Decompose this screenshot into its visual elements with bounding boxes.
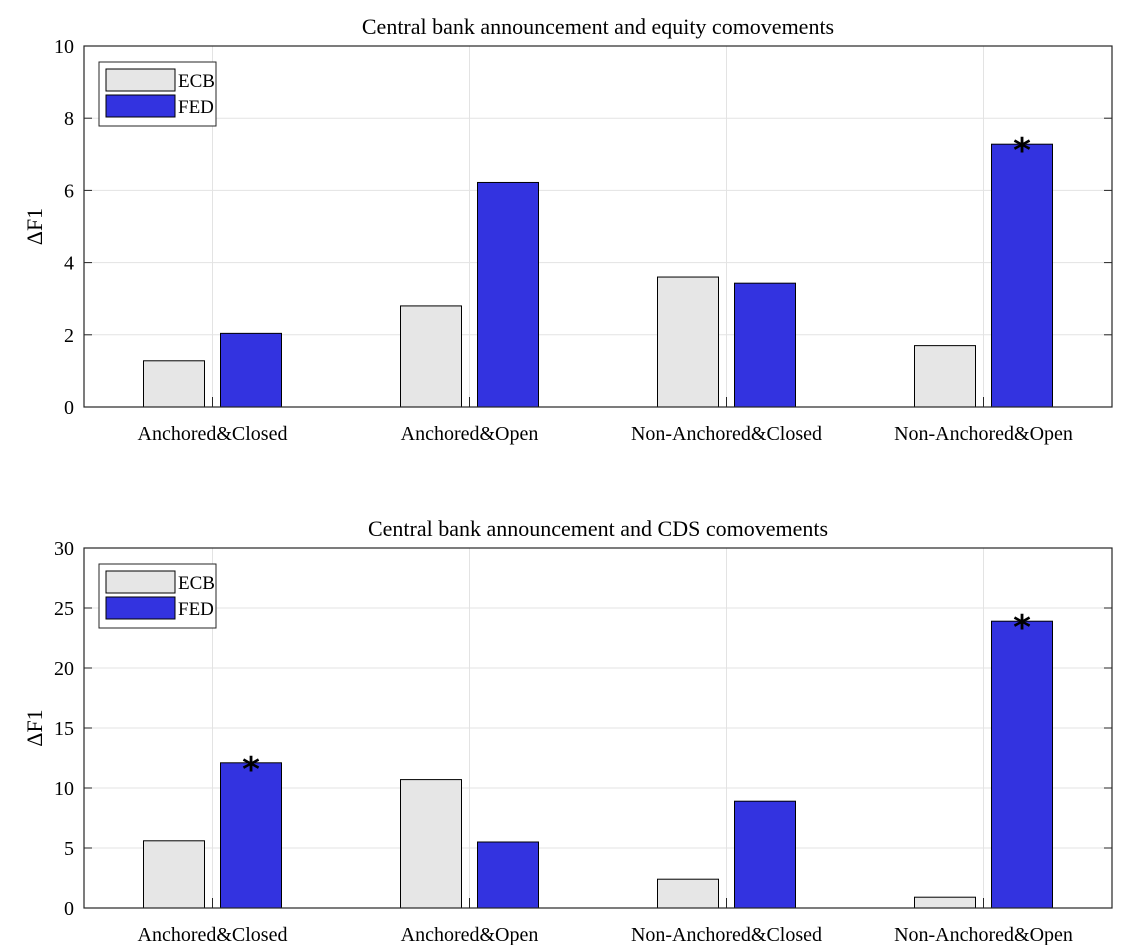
y-tick-label: 5 <box>64 838 74 860</box>
x-tick-label: Anchored&Open <box>401 423 539 445</box>
chart-title: Central bank announcement and CDS comove… <box>368 516 828 541</box>
legend-label-ecb: ECB <box>178 573 215 594</box>
legend-label-ecb: ECB <box>178 71 215 92</box>
y-tick-label: 8 <box>64 108 74 130</box>
significance-star: * <box>1013 131 1031 171</box>
bar-ecb-1 <box>143 840 205 909</box>
legend-swatch-ecb <box>105 570 176 594</box>
bar-ecb-1 <box>143 360 205 408</box>
y-tick-label: 10 <box>54 36 74 58</box>
bar-ecb-2 <box>400 305 462 408</box>
bar-ecb-3 <box>657 878 719 909</box>
bar-fed-3 <box>734 282 796 408</box>
chart-title: Central bank announcement and equity com… <box>362 14 834 39</box>
y-tick-label: 0 <box>64 397 74 419</box>
chart-panel-2: * * 0 5 10 15 20 25 30 Anchored&Closed Anchored&Op… <box>22 516 1113 945</box>
x-tick-label: Non-Anchored&Closed <box>631 924 822 945</box>
legend-swatch-ecb <box>105 68 176 92</box>
legend: ECB FED <box>98 563 217 629</box>
y-tick-label: 6 <box>64 180 74 202</box>
y-tick-label: 30 <box>54 538 74 560</box>
bar-fed-3 <box>734 800 796 909</box>
y-axis-label: ΔF1 <box>22 208 47 245</box>
bar-fed-4 <box>991 620 1053 909</box>
x-tick-label: Non-Anchored&Open <box>894 423 1073 445</box>
x-tick-label: Anchored&Closed <box>138 924 288 945</box>
y-tick-label: 10 <box>54 778 74 800</box>
y-tick-label: 4 <box>64 253 74 275</box>
bar-fed-2 <box>477 181 539 408</box>
bar-ecb-4 <box>914 345 976 408</box>
legend-label-fed: FED <box>178 97 214 118</box>
x-tick-label: Anchored&Closed <box>138 423 288 445</box>
bar-ecb-2 <box>400 779 462 909</box>
legend-swatch-fed <box>105 596 176 620</box>
y-tick-label: 25 <box>54 598 74 620</box>
y-axis-label: ΔF1 <box>22 709 47 746</box>
bar-ecb-3 <box>657 276 719 408</box>
axes-box <box>83 45 1113 408</box>
x-tick-label: Non-Anchored&Closed <box>631 423 822 445</box>
x-tick-label: Anchored&Open <box>401 924 539 945</box>
bar-ecb-4 <box>914 896 976 909</box>
legend-swatch-fed <box>105 94 176 118</box>
y-tick-label: 15 <box>54 718 74 740</box>
y-tick-label: 20 <box>54 658 74 680</box>
y-tick-label: 0 <box>64 898 74 920</box>
legend: ECB FED <box>98 61 217 127</box>
bar-fed-2 <box>477 841 539 909</box>
x-tick-label: Non-Anchored&Open <box>894 924 1073 945</box>
bar-fed-1 <box>220 332 282 408</box>
chart-panel-1: * 0 2 4 6 8 10 Anchored&Closed Anchored&Open Non-… <box>22 14 1113 445</box>
significance-star: * <box>1013 608 1031 648</box>
y-tick-label: 2 <box>64 325 74 347</box>
legend-label-fed: FED <box>178 599 214 620</box>
bar-fed-4 <box>991 143 1053 408</box>
bar-fed-1 <box>220 762 282 909</box>
significance-star: * <box>242 750 260 790</box>
